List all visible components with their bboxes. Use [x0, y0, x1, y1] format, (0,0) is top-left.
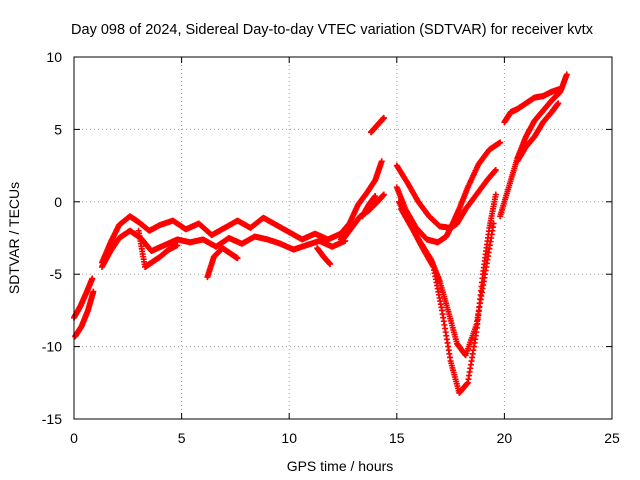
data-point	[372, 193, 379, 200]
x-axis-label: GPS time / hours	[287, 458, 394, 474]
y-tick-label: -5	[50, 266, 63, 282]
data-point	[327, 261, 334, 268]
data-series	[501, 85, 564, 126]
y-tick-label: 10	[46, 49, 62, 65]
data-point	[90, 288, 97, 295]
data-points	[71, 71, 570, 396]
data-series	[359, 193, 379, 220]
data-series	[514, 100, 562, 165]
data-series	[98, 227, 349, 270]
x-tick-label: 15	[389, 430, 405, 446]
data-series	[367, 114, 387, 136]
y-tick-label: -15	[42, 411, 62, 427]
data-point	[174, 242, 181, 249]
x-axis: 0 5 10 15 20 25	[70, 57, 620, 446]
y-tick-label: 0	[54, 194, 62, 210]
data-series	[398, 191, 499, 396]
y-axis-label: SDTVAR / TECUs	[6, 182, 22, 294]
y-axis: -15 -10 -5 0 5 10	[42, 49, 612, 427]
data-point	[555, 100, 562, 107]
data-series	[314, 245, 334, 268]
data-series	[340, 191, 387, 243]
y-tick-label: -10	[42, 339, 62, 355]
data-point	[492, 191, 499, 198]
plot-frame	[73, 56, 613, 420]
data-series	[71, 275, 96, 321]
data-point	[563, 71, 570, 78]
data-point	[378, 158, 385, 165]
data-point	[492, 166, 499, 173]
data-point	[380, 114, 387, 121]
data-series	[204, 245, 241, 281]
x-tick-label: 5	[178, 430, 186, 446]
data-point	[380, 191, 387, 198]
chart-title: Day 098 of 2024, Sidereal Day-to-day VTE…	[71, 22, 594, 38]
data-series	[393, 162, 499, 231]
data-series	[72, 288, 97, 340]
y-tick-label: 5	[54, 121, 62, 137]
x-tick-label: 20	[497, 430, 513, 446]
data-point	[557, 85, 564, 92]
x-tick-label: 0	[70, 430, 78, 446]
data-series	[497, 71, 570, 220]
data-point	[89, 275, 96, 282]
x-tick-label: 25	[604, 430, 620, 446]
data-point	[497, 139, 504, 146]
data-point	[234, 255, 241, 262]
data-series	[135, 227, 181, 270]
x-tick-label: 10	[281, 430, 297, 446]
